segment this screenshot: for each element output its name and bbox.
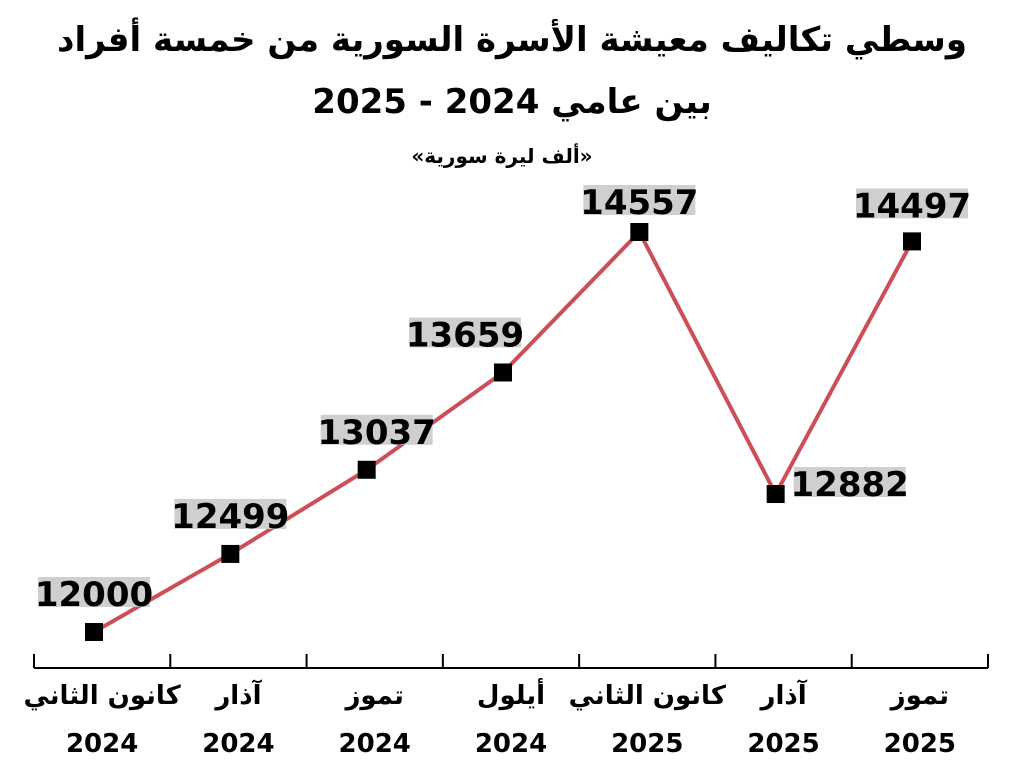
x-tick-label-year: 2024 [339, 729, 411, 759]
data-point-marker [221, 544, 240, 563]
data-point-marker [903, 232, 921, 251]
data-label-background [174, 498, 287, 529]
x-tick-label-year: 2024 [202, 729, 274, 759]
data-label-background [38, 577, 150, 607]
x-tick-label-year: 2024 [66, 729, 138, 759]
x-tick-label-month: أيلول [477, 678, 545, 711]
data-label-background [320, 414, 433, 445]
x-tick-label-month: تموز [343, 681, 403, 711]
x-tick-label-year: 2025 [884, 729, 956, 759]
x-tick-label-month: آذار [759, 679, 808, 711]
data-label-background [409, 317, 521, 348]
x-tick-label-year: 2025 [611, 729, 683, 759]
data-point-marker [85, 623, 103, 641]
data-point-marker [494, 363, 512, 382]
data-label: 13659 [406, 315, 524, 355]
x-tick-label-month: آذار [213, 679, 262, 711]
series-line [93, 228, 914, 634]
data-label: 12000 [35, 575, 153, 615]
data-label-background [793, 467, 906, 498]
data-label: 12882 [791, 465, 909, 505]
data-label: 13037 [318, 413, 436, 453]
data-label: 14497 [853, 186, 971, 226]
data-point-marker [630, 223, 649, 241]
x-tick-label-month: كانون الثاني [23, 681, 181, 711]
data-label: 12499 [171, 497, 289, 537]
x-tick-label-month: كانون الثاني [569, 681, 727, 711]
x-tick-label-year: 2024 [475, 729, 547, 759]
x-tick-label-month: تموز [889, 681, 949, 711]
data-point-marker [766, 485, 785, 504]
data-label-background [583, 185, 696, 215]
data-point-marker [357, 460, 376, 479]
chart-unit: «ألف ليرة سورية» [411, 144, 593, 168]
chart-title: وسطي تكاليف معيشة الأسرة السورية من خمسة… [57, 20, 967, 60]
x-tick-label-year: 2025 [747, 729, 819, 759]
data-label: 14557 [580, 183, 698, 223]
chart-title-years: بين عامي 2024 - 2025 [312, 82, 712, 122]
data-label-background [856, 188, 968, 219]
